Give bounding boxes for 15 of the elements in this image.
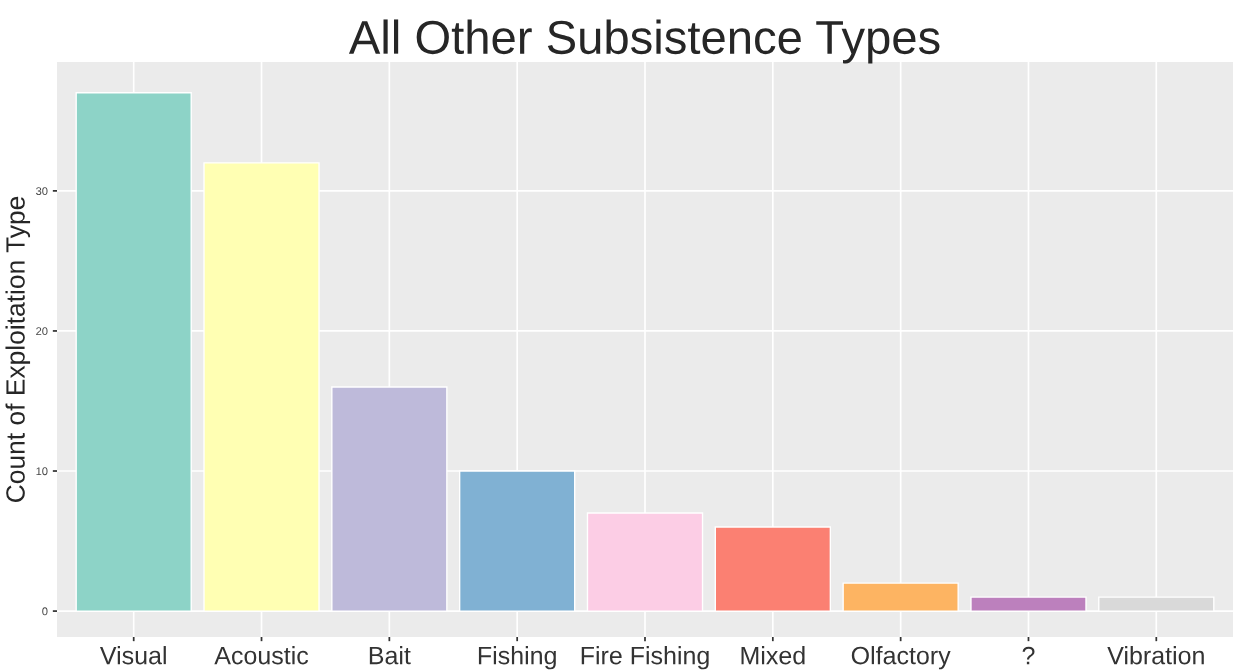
x-tick-label: Olfactory — [851, 646, 951, 670]
y-tick-label: 10 — [36, 467, 48, 476]
x-tick-label: Fire Fishing — [581, 646, 709, 670]
y-tick-label: 0 — [42, 607, 48, 616]
y-axis-title: Count of Exploitation Type — [5, 196, 31, 502]
chart-title: All Other Subsistence Types — [348, 19, 940, 64]
x-tick-label: Bait — [369, 646, 411, 665]
x-tick-label: Acoustic — [214, 646, 309, 665]
x-tick-label: Vibration — [1107, 646, 1204, 665]
y-tick-label: 20 — [36, 327, 48, 336]
y-tick-label: 30 — [36, 187, 48, 195]
x-tick-label: Visual — [99, 646, 166, 665]
x-tick-label: Mixed — [741, 646, 805, 665]
x-tick-label: Fishing — [478, 646, 556, 670]
x-tick-label: ? — [1022, 646, 1035, 665]
